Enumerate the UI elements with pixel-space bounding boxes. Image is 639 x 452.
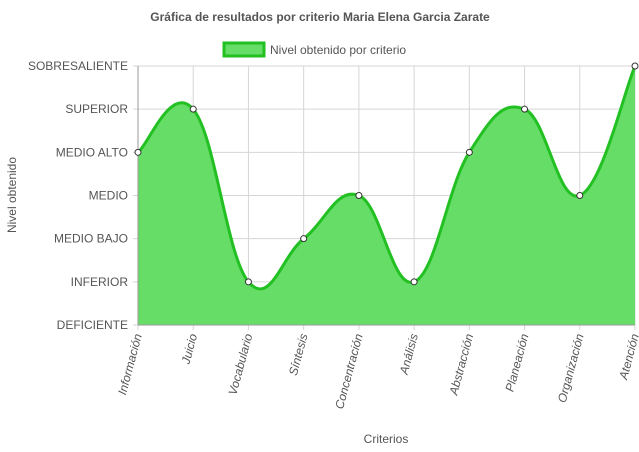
- x-tick-label: Organización: [555, 332, 587, 404]
- legend[interactable]: Nivel obtenido por criterio: [222, 41, 406, 58]
- y-tick-label: INFERIOR: [71, 275, 129, 289]
- x-tick-label: Concentración: [332, 332, 366, 411]
- x-tick-label: Vocabulario: [226, 332, 256, 397]
- data-point[interactable]: [300, 235, 308, 243]
- legend-swatch[interactable]: [222, 41, 266, 58]
- area-series: [136, 65, 637, 325]
- x-tick-label: Abstracción: [446, 332, 476, 397]
- data-point[interactable]: [355, 192, 363, 199]
- y-tick-label: SOBRESALIENTE: [28, 59, 128, 73]
- x-tick-label: Síntesis: [286, 332, 311, 377]
- axes: [137, 66, 635, 326]
- x-tick-labels: Información Juicio Vocabulario Síntesis Conc…: [115, 332, 639, 411]
- x-tick-label: Planeación: [503, 332, 532, 393]
- data-point[interactable]: [244, 278, 252, 286]
- data-point[interactable]: [410, 278, 418, 286]
- legend-label[interactable]: Nivel obtenido por criterio: [270, 43, 406, 57]
- y-tick-label: SUPERIOR: [65, 102, 128, 116]
- x-tick-label: Juicio: [178, 332, 200, 367]
- x-tick-label: Análisis: [397, 332, 421, 377]
- x-axis-title: Criterios: [364, 432, 409, 446]
- y-tick-label: MEDIO: [89, 189, 128, 203]
- series-line: [136, 65, 637, 291]
- data-point[interactable]: [134, 148, 142, 156]
- x-tick-label: Información: [115, 332, 145, 396]
- y-axis-title: Nivel obtenido: [5, 157, 19, 233]
- data-point[interactable]: [465, 148, 473, 156]
- data-point[interactable]: [631, 62, 639, 70]
- y-tick-labels: DEFICIENTE INFERIOR MEDIO BAJO MEDIO MEDIO A…: [28, 59, 128, 332]
- chart-title: Gráfica de resultados por criterio Maria…: [150, 10, 490, 24]
- y-tick-label: MEDIO BAJO: [54, 232, 128, 246]
- area-fill: [138, 66, 635, 325]
- y-tick-label: DEFICIENTE: [57, 318, 128, 332]
- data-points: [134, 62, 639, 286]
- x-tick-label: Atención: [616, 332, 639, 382]
- y-tick-label: MEDIO ALTO: [56, 145, 128, 159]
- data-point[interactable]: [189, 105, 197, 113]
- data-point[interactable]: [576, 192, 584, 199]
- data-point[interactable]: [521, 105, 529, 113]
